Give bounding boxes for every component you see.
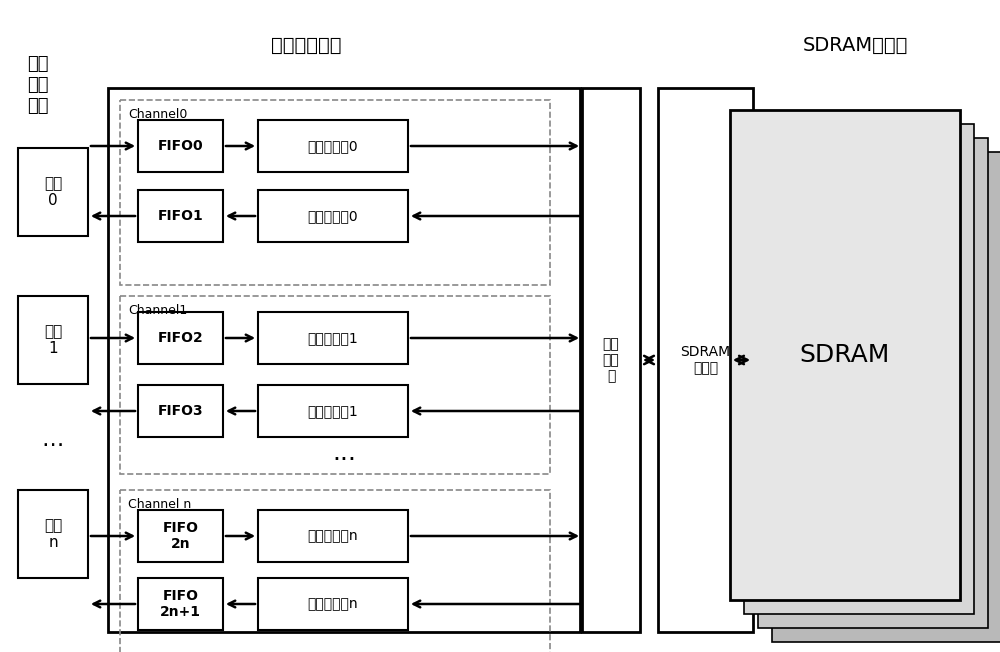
- Bar: [772, 152, 1000, 642]
- Text: ···: ···: [332, 448, 356, 472]
- Text: Channel n: Channel n: [128, 497, 191, 511]
- Text: 写地址计算n: 写地址计算n: [308, 529, 358, 543]
- Text: SDRAM
控制器: SDRAM 控制器: [680, 345, 731, 375]
- Text: 读地址计算n: 读地址计算n: [308, 597, 358, 611]
- Bar: [744, 124, 974, 614]
- Text: 读地址计算1: 读地址计算1: [308, 404, 358, 418]
- Bar: [658, 88, 753, 632]
- Bar: [758, 138, 988, 628]
- Text: FIFO
2n+1: FIFO 2n+1: [160, 589, 201, 619]
- Bar: [120, 296, 550, 474]
- Bar: [258, 312, 408, 364]
- Bar: [258, 510, 408, 562]
- Bar: [258, 385, 408, 437]
- Text: 多路
并行
数据: 多路 并行 数据: [27, 55, 49, 115]
- Bar: [138, 120, 223, 172]
- Text: 读地址计算0: 读地址计算0: [308, 209, 358, 223]
- Text: SDRAM: SDRAM: [800, 343, 890, 367]
- Text: 写地址计算1: 写地址计算1: [308, 331, 358, 345]
- Bar: [18, 148, 88, 236]
- Bar: [138, 312, 223, 364]
- Bar: [138, 510, 223, 562]
- Bar: [120, 490, 550, 652]
- Text: FIFO1: FIFO1: [158, 209, 203, 223]
- Bar: [138, 190, 223, 242]
- Bar: [108, 88, 580, 632]
- Text: Channel0: Channel0: [128, 108, 187, 121]
- Text: FIFO3: FIFO3: [158, 404, 203, 418]
- Text: 写地址计算0: 写地址计算0: [308, 139, 358, 153]
- Bar: [258, 578, 408, 630]
- Text: 数据仲裁调度: 数据仲裁调度: [271, 35, 341, 55]
- Bar: [730, 110, 960, 600]
- Text: 数据
1: 数据 1: [44, 324, 62, 356]
- Text: 多条
件仲
裁: 多条 件仲 裁: [603, 337, 619, 383]
- Text: 数据
n: 数据 n: [44, 518, 62, 550]
- Text: FIFO
2n: FIFO 2n: [162, 521, 198, 551]
- Bar: [120, 100, 550, 285]
- Bar: [18, 490, 88, 578]
- Text: SDRAM存储器: SDRAM存储器: [802, 35, 908, 55]
- Bar: [138, 578, 223, 630]
- Text: …: …: [42, 430, 64, 450]
- Bar: [258, 190, 408, 242]
- Bar: [138, 385, 223, 437]
- Bar: [18, 296, 88, 384]
- Text: FIFO0: FIFO0: [158, 139, 203, 153]
- Bar: [582, 88, 640, 632]
- Text: 数据
0: 数据 0: [44, 176, 62, 208]
- Bar: [258, 120, 408, 172]
- Text: FIFO2: FIFO2: [158, 331, 203, 345]
- Text: Channel1: Channel1: [128, 303, 187, 316]
